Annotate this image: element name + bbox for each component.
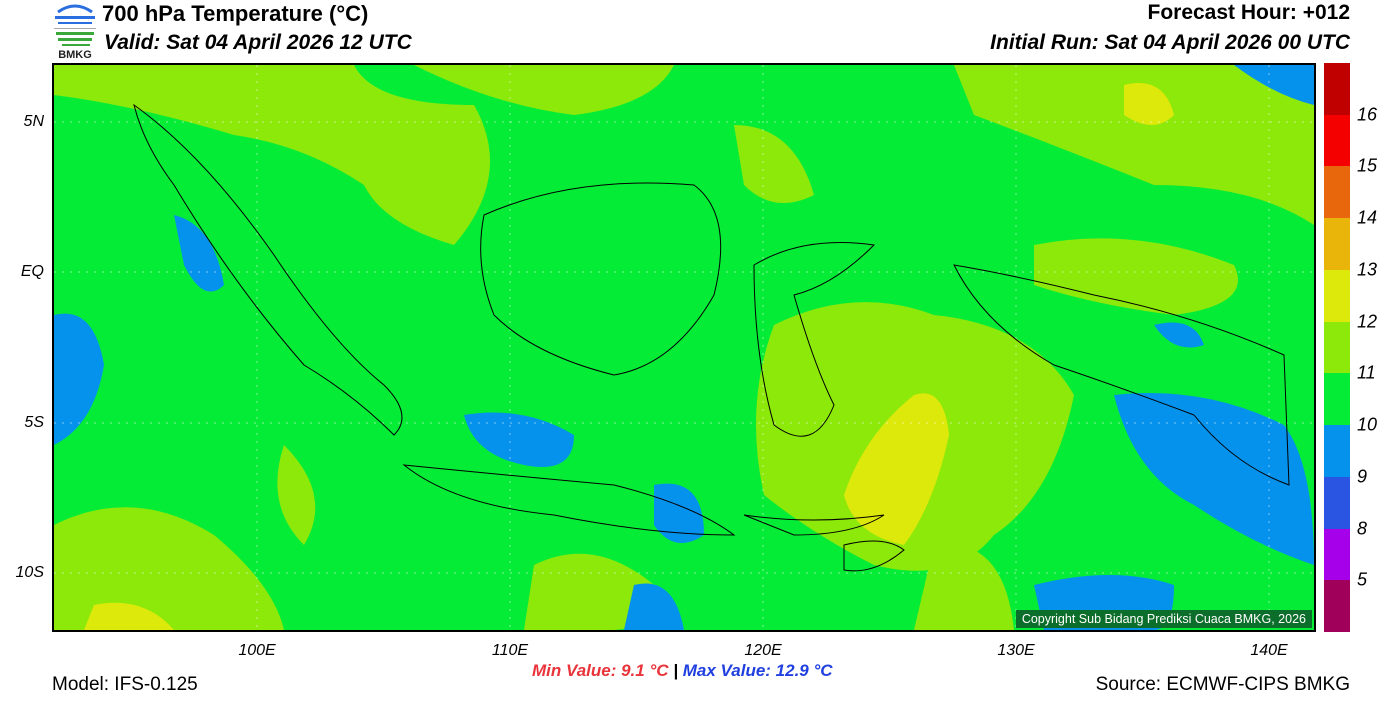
colorbar-segment — [1324, 218, 1350, 271]
colorbar-segment — [1324, 425, 1350, 478]
colorbar-label: 14 — [1357, 207, 1378, 228]
colorbar-segment — [1324, 580, 1350, 633]
valid-time: Valid: Sat 04 April 2026 12 UTC — [104, 31, 412, 54]
min-max-values: Min Value: 9.1 °C | Max Value: 12.9 °C — [532, 661, 833, 681]
colorbar-label: 10 — [1357, 414, 1378, 435]
colorbar-label: 15 — [1357, 155, 1378, 176]
model-label: Model: IFS-0.125 — [52, 674, 198, 695]
chart-title: 700 hPa Temperature (°C) — [102, 1, 369, 26]
colorbar-segment — [1324, 528, 1350, 581]
copyright-notice: Copyright Sub Bidang Prediksi Cuaca BMKG… — [1015, 610, 1312, 628]
svg-text:BMKG: BMKG — [58, 49, 92, 60]
field-9-10 — [54, 65, 1314, 630]
colorbar-segment — [1324, 166, 1350, 219]
lat-label: 5S — [24, 414, 44, 431]
colorbar-label: 11 — [1357, 362, 1376, 383]
colorbar-segment — [1324, 63, 1350, 116]
field-12-13 — [84, 83, 1174, 630]
graticule — [54, 65, 1314, 630]
colorbar-label: 12 — [1357, 311, 1378, 332]
lon-label: 140E — [1250, 642, 1288, 659]
source-label: Source: ECMWF-CIPS BMKG — [1095, 674, 1350, 695]
lon-label: 110E — [491, 642, 529, 659]
colorbar-segment — [1324, 269, 1350, 323]
forecast-hour: Forecast Hour: +012 — [1147, 1, 1351, 24]
colorbar — [1324, 63, 1350, 633]
colorbar-label: 13 — [1357, 259, 1378, 280]
colorbar-segment — [1324, 476, 1350, 530]
coastlines — [133, 103, 1290, 572]
temperature-map[interactable]: Copyright Sub Bidang Prediksi Cuaca BMKG… — [52, 63, 1316, 632]
colorbar-label: 5 — [1357, 569, 1368, 590]
colorbar-label: 9 — [1357, 466, 1368, 487]
lat-label: 5N — [23, 113, 44, 130]
max-value: Max Value: 12.9 °C — [682, 661, 833, 680]
colorbar-segment — [1324, 321, 1350, 374]
colorbar-label: 8 — [1357, 518, 1368, 539]
separator: | — [673, 661, 679, 680]
bmkg-logo: BMKG — [54, 4, 96, 60]
lon-label: 130E — [997, 642, 1035, 659]
colorbar-segment — [1324, 373, 1350, 426]
lat-label: EQ — [20, 263, 44, 280]
lon-label: 120E — [744, 642, 782, 659]
lat-label: 10S — [15, 564, 44, 581]
lon-label: 100E — [238, 642, 276, 659]
field-11-12 — [54, 65, 1314, 630]
colorbar-segment — [1324, 114, 1350, 167]
initial-run: Initial Run: Sat 04 April 2026 00 UTC — [990, 31, 1350, 54]
min-value: Min Value: 9.1 °C — [532, 661, 669, 680]
colorbar-label: 16 — [1357, 104, 1378, 125]
